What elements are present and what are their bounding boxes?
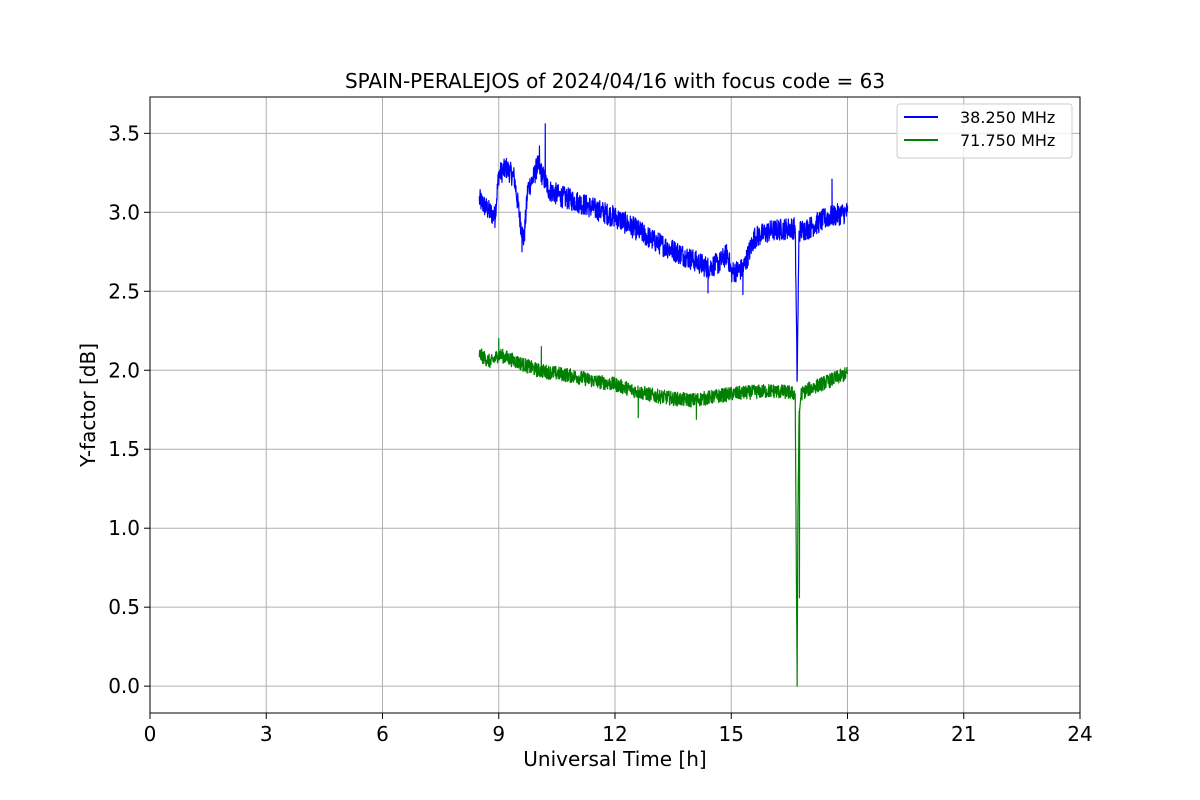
y-tick-label: 1.5 bbox=[108, 437, 140, 461]
x-tick-label: 3 bbox=[260, 722, 273, 746]
x-tick-label: 6 bbox=[376, 722, 389, 746]
x-tick-label: 21 bbox=[951, 722, 976, 746]
x-tick-label: 12 bbox=[602, 722, 627, 746]
legend-box bbox=[896, 103, 1073, 159]
chart-title: SPAIN-PERALEJOS of 2024/04/16 with focus… bbox=[345, 69, 885, 93]
x-tick-label: 9 bbox=[492, 722, 505, 746]
y-tick-label: 2.0 bbox=[108, 358, 140, 382]
axis-ticks: 0 3 6 9 12 15 18 21 24 0.0 0.5 1.0 1.5 2.0 2.5 3.0 3.5 bbox=[108, 121, 1093, 746]
x-tick-label: 24 bbox=[1067, 722, 1092, 746]
series-line-2 bbox=[478, 338, 849, 687]
x-tick-label: 15 bbox=[719, 722, 744, 746]
legend: 38.250 MHz 71.750 MHz bbox=[896, 103, 1073, 159]
legend-label-series-1: 38.250 MHz bbox=[960, 108, 1055, 127]
y-tick-label: 0.0 bbox=[108, 674, 140, 698]
x-tick-label: 18 bbox=[835, 722, 860, 746]
series-line-1 bbox=[478, 123, 849, 382]
y-tick-label: 1.0 bbox=[108, 516, 140, 540]
series-layer bbox=[478, 123, 849, 687]
x-axis-label: Universal Time [h] bbox=[523, 747, 706, 771]
y-tick-label: 2.5 bbox=[108, 279, 140, 303]
y-tick-label: 3.0 bbox=[108, 200, 140, 224]
y-tick-label: 3.5 bbox=[108, 121, 140, 145]
legend-label-series-2: 71.750 MHz bbox=[960, 131, 1055, 150]
y-tick-label: 0.5 bbox=[108, 595, 140, 619]
y-axis-label: Y-factor [dB] bbox=[76, 343, 100, 468]
x-tick-label: 0 bbox=[144, 722, 157, 746]
